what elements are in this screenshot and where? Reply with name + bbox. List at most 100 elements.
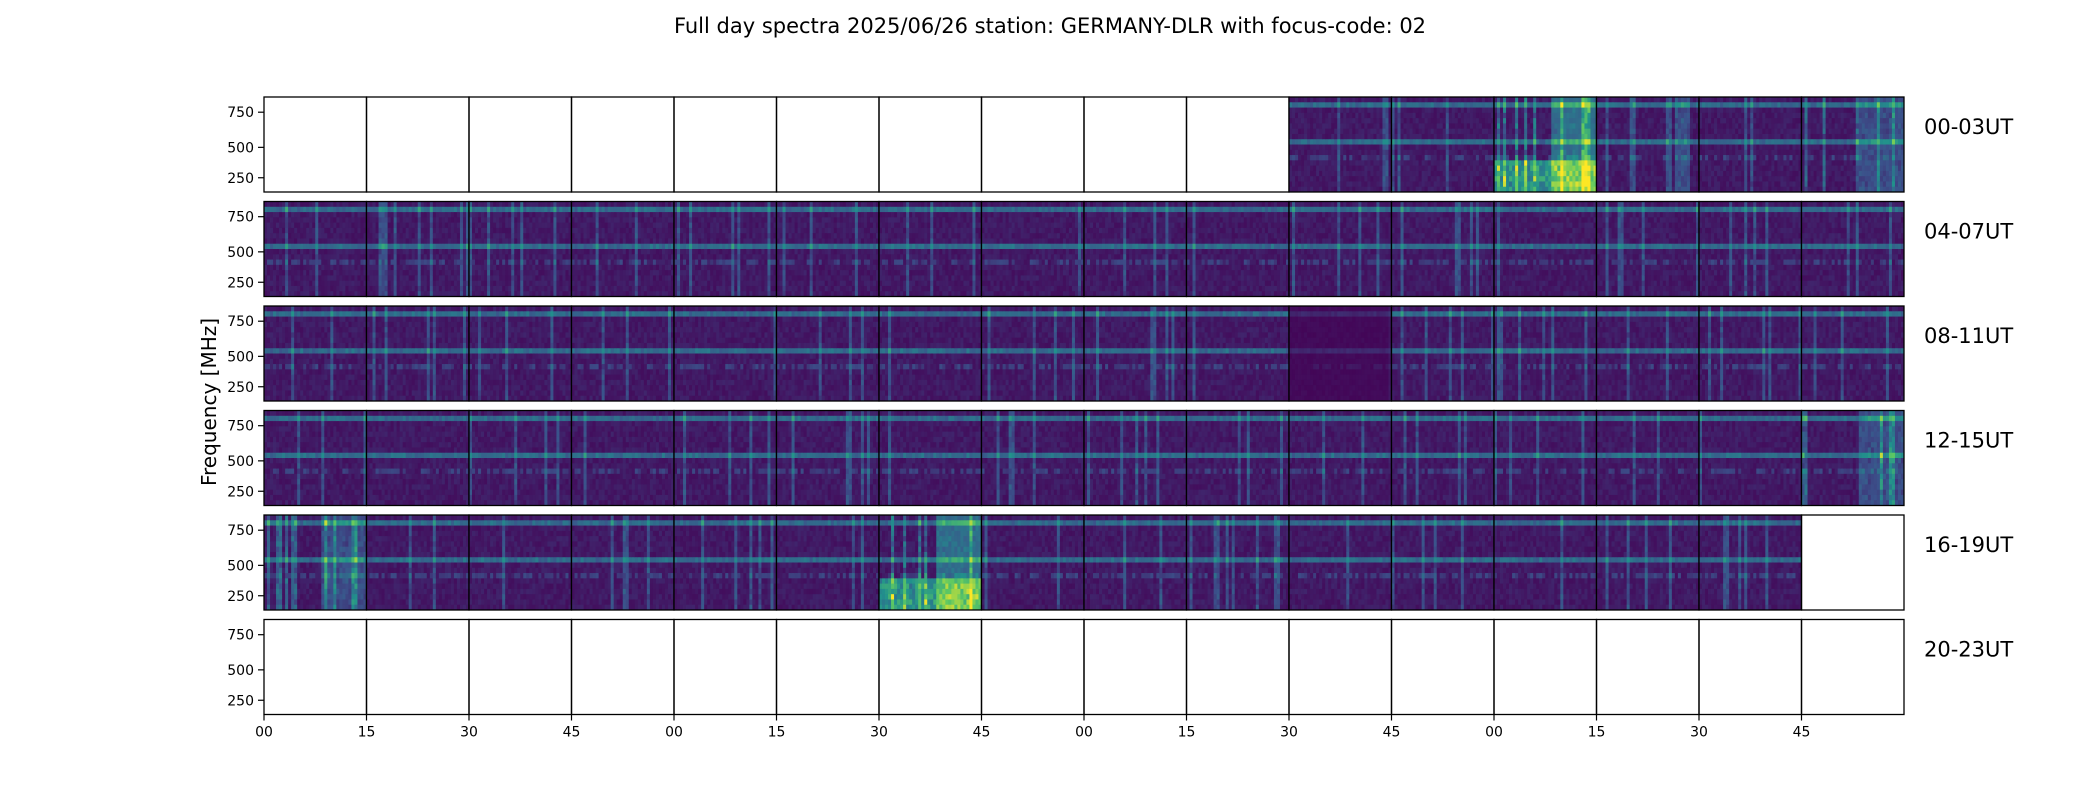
spectra-cell [1849,123,1854,130]
spectra-cell [291,212,295,218]
spectra-cell [1819,181,1823,188]
spectra-cell [1304,144,1308,151]
spectra-cell [1530,186,1534,193]
spectra-cell [1638,160,1643,167]
spectra-cell [1611,181,1615,188]
spectra-cell [1762,155,1766,161]
spectra-cell [1638,102,1643,108]
spectra-cell [342,275,346,282]
spectra-cell [1879,176,1884,182]
spectra-cell [472,254,476,260]
spectra-cell [423,270,428,276]
spectra-cell [1391,144,1395,151]
spectra-cell [1548,176,1552,182]
spectra-cell [306,254,310,260]
spectra-cell [1478,186,1483,193]
spectra-cell [1298,102,1302,108]
spectra-cell [1879,144,1884,151]
spectra-cell [309,212,313,218]
spectra-cell [426,217,431,224]
spectra-cell [1352,133,1356,140]
spectra-cell [1801,160,1805,167]
spectra-cell [1714,165,1718,172]
spectra-cell [1720,176,1724,182]
spectra-cell [1584,133,1588,140]
spectra-cell [1744,186,1748,193]
spectra-cell [1503,186,1507,193]
spectra-cell [1376,149,1380,156]
spectra-cell [303,254,307,260]
spectra-cell [414,222,419,229]
panel-frame [1185,96,1290,193]
spectra-cell [1650,133,1655,140]
spectra-cell [1457,128,1462,135]
spectra-cell [1792,139,1796,145]
spectra-cell [405,227,410,234]
spectra-cell [1367,97,1371,103]
spectra-cell [1768,102,1772,108]
spectra-cell [1575,160,1579,167]
spectra-cell [447,206,452,213]
spectra-cell [1406,144,1410,151]
spectra-cell [1394,128,1398,135]
spectra-cell [1388,128,1392,135]
spectra-cell [369,291,373,297]
spectra-cell [1494,160,1498,167]
spectra-cell [1560,149,1564,156]
spectra-cell [318,259,322,266]
spectra-cell [1490,155,1495,161]
spectra-cell [1584,176,1588,182]
spectra-cell [1656,176,1661,182]
spectra-cell [1702,112,1706,119]
spectra-cell [1409,186,1413,193]
spectra-cell [1521,160,1525,167]
spectra-cell [321,270,325,276]
spectra-cell [339,280,343,287]
spectra-cell [1289,118,1293,124]
spectra-cell [1768,165,1772,172]
spectra-cell [360,227,364,234]
spectra-cell [1551,155,1555,161]
spectra-cell [1301,112,1305,119]
spectra-cell [1454,123,1459,130]
spectra-cell [1798,102,1802,108]
spectra-cell [414,233,419,239]
spectra-cell [1617,144,1622,151]
spectra-cell [1575,165,1579,172]
spectra-cell [1442,102,1447,108]
spectra-cell [1328,149,1332,156]
spectra-cell [405,285,410,292]
spectra-cell [378,238,382,245]
spectra-cell [1858,176,1863,182]
spectra-cell [1506,186,1510,193]
spectra-cell [1521,176,1525,182]
spectra-cell [339,249,343,255]
spectra-cell [1596,165,1600,172]
spectra-cell [315,238,319,245]
spectra-cell [1668,155,1673,161]
spectra-cell [1602,181,1606,188]
spectra-cell [1313,170,1317,177]
spectra-cell [1322,139,1326,145]
spectra-cell [1370,112,1374,119]
spectra-cell [1810,176,1814,182]
spectra-cell [1596,155,1600,161]
spectra-cell [1578,123,1582,130]
spectra-cell [1340,170,1344,177]
spectra-cell [1659,102,1664,108]
spectra-cell [402,264,407,271]
spectra-cell [1572,107,1576,114]
spectra-cell [435,264,440,271]
spectra-cell [1533,128,1537,135]
spectra-cell [1720,118,1724,124]
spectra-cell [1867,181,1872,188]
spectra-cell [1457,123,1462,130]
spectra-cell [1834,144,1839,151]
spectra-cell [1307,102,1311,108]
spectra-cell [1469,176,1474,182]
spectra-cell [1436,155,1441,161]
spectra-cell [1665,181,1670,188]
spectra-cell [1319,107,1323,114]
spectra-cell [1831,149,1836,156]
spectra-cell [414,285,419,292]
